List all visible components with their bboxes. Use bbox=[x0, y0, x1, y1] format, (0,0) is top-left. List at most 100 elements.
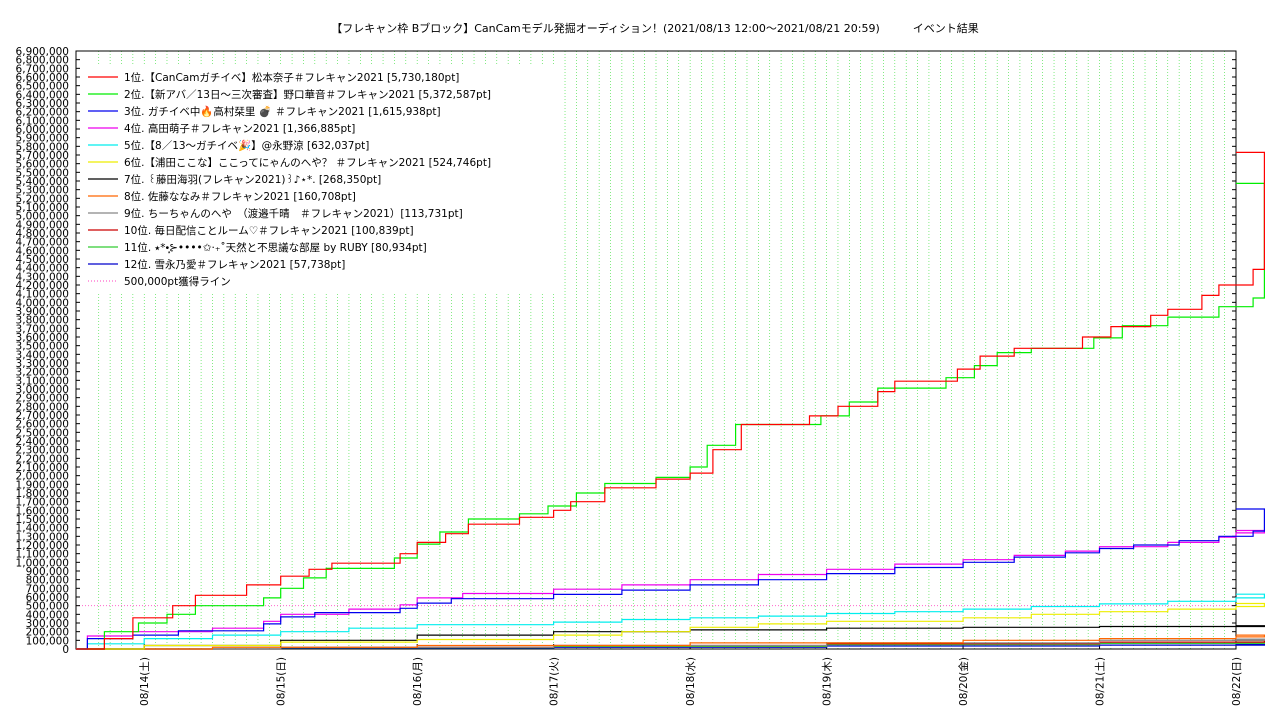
axis-layer: 0100,000200,000300,000400,000500,000600,… bbox=[16, 46, 1243, 706]
y-tick-label: 2,800,000 bbox=[16, 401, 69, 413]
legend-label: 11位. ⭑*•̩̩͙⊱••••✩‧₊˚天然と不思議な部屋 by RUBY [8… bbox=[124, 241, 427, 254]
y-tick-label: 300,000 bbox=[26, 618, 69, 630]
y-tick-label: 6,200,000 bbox=[16, 107, 69, 119]
x-tick-label: 08/16(月) bbox=[412, 657, 424, 706]
x-tick-label: 08/22(日) bbox=[1231, 657, 1243, 706]
legend-label: 7位. ꒰藤田海羽(フレキャン2021)꒱♪⋆*. [268,350pt] bbox=[124, 173, 381, 186]
legend: 1位.【CanCamガチイベ】松本奈子＃フレキャン2021 [5,730,180… bbox=[80, 64, 556, 294]
y-tick-label: 2,300,000 bbox=[16, 445, 69, 457]
y-tick-label: 3,500,000 bbox=[16, 341, 69, 353]
y-tick-label: 5,600,000 bbox=[16, 159, 69, 171]
series-line bbox=[76, 634, 1265, 650]
y-tick-label: 4,300,000 bbox=[16, 271, 69, 283]
x-tick-label: 08/20(金) bbox=[957, 657, 970, 706]
y-tick-label: 5,800,000 bbox=[16, 141, 69, 153]
y-tick-label: 6,100,000 bbox=[16, 115, 69, 127]
y-tick-label: 2,900,000 bbox=[16, 393, 69, 405]
y-tick-label: 1,800,000 bbox=[16, 488, 69, 500]
series-line bbox=[76, 602, 1265, 650]
y-tick-label: 4,700,000 bbox=[16, 237, 69, 249]
y-tick-label: 1,600,000 bbox=[16, 505, 69, 517]
legend-label: 3位. ガチイベ中🔥高村栞里 💣 ＃フレキャン2021 [1,615,938pt… bbox=[124, 105, 441, 118]
y-tick-label: 2,700,000 bbox=[16, 410, 69, 422]
legend-label: 9位. ちーちゃんのへや （渡邉千晴 ＃フレキャン2021）[113,731pt… bbox=[124, 207, 463, 220]
y-tick-label: 5,500,000 bbox=[16, 167, 69, 179]
y-tick-label: 3,200,000 bbox=[16, 367, 69, 379]
series-line bbox=[76, 151, 1265, 650]
y-tick-label: 4,600,000 bbox=[16, 245, 69, 257]
legend-label: 12位. 雪永乃愛＃フレキャン2021 [57,738pt] bbox=[124, 258, 345, 271]
y-tick-label: 400,000 bbox=[26, 609, 69, 621]
y-tick-label: 4,200,000 bbox=[16, 280, 69, 292]
y-tick-label: 6,700,000 bbox=[16, 63, 69, 75]
y-tick-label: 2,500,000 bbox=[16, 427, 69, 439]
y-tick-label: 4,800,000 bbox=[16, 228, 69, 240]
y-tick-label: 2,200,000 bbox=[16, 453, 69, 465]
y-tick-label: 1,500,000 bbox=[16, 514, 69, 526]
series-line bbox=[76, 529, 1265, 650]
y-tick-label: 5,700,000 bbox=[16, 150, 69, 162]
y-tick-label: 6,000,000 bbox=[16, 124, 69, 136]
y-tick-label: 3,300,000 bbox=[16, 358, 69, 370]
x-tick-label: 08/15(日) bbox=[276, 657, 288, 706]
y-tick-label: 900,000 bbox=[26, 566, 69, 578]
y-tick-label: 6,500,000 bbox=[16, 81, 69, 93]
y-tick-label: 6,600,000 bbox=[16, 72, 69, 84]
y-tick-label: 1,100,000 bbox=[16, 549, 69, 561]
y-tick-label: 200,000 bbox=[26, 627, 69, 639]
x-tick-label: 08/17(火) bbox=[549, 657, 561, 706]
y-tick-label: 4,000,000 bbox=[16, 297, 69, 309]
y-tick-label: 3,100,000 bbox=[16, 375, 69, 387]
legend-label: 2位.【新アバ／13日〜三次審査】野口華音＃フレキャン2021 [5,372,5… bbox=[124, 88, 491, 101]
chart-title: 【フレキャン枠 Bブロック】CanCamモデル発掘オーディション！(2021/0… bbox=[331, 22, 979, 35]
legend-label: 8位. 佐藤ななみ＃フレキャン2021 [160,708pt] bbox=[124, 190, 356, 203]
y-tick-label: 1,200,000 bbox=[16, 540, 69, 552]
y-tick-label: 3,800,000 bbox=[16, 315, 69, 327]
y-tick-label: 700,000 bbox=[26, 583, 69, 595]
y-tick-label: 5,000,000 bbox=[16, 211, 69, 223]
y-tick-label: 2,000,000 bbox=[16, 471, 69, 483]
y-tick-label: 6,800,000 bbox=[16, 55, 69, 67]
y-tick-label: 2,100,000 bbox=[16, 462, 69, 474]
y-tick-label: 3,700,000 bbox=[16, 323, 69, 335]
legend-label: 1位.【CanCamガチイベ】松本奈子＃フレキャン2021 [5,730,180… bbox=[124, 71, 459, 84]
x-tick-label: 08/18(水) bbox=[685, 657, 697, 706]
legend-label: 6位.【浦田ここな】ここってにゃんのへや？ ＃フレキャン2021 [524,74… bbox=[124, 156, 491, 169]
series-line bbox=[76, 593, 1265, 650]
y-tick-label: 800,000 bbox=[26, 575, 69, 587]
y-tick-label: 6,300,000 bbox=[16, 98, 69, 110]
y-tick-label: 600,000 bbox=[26, 592, 69, 604]
y-tick-label: 5,900,000 bbox=[16, 133, 69, 145]
x-tick-label: 08/14(土) bbox=[138, 657, 151, 706]
y-tick-label: 5,100,000 bbox=[16, 202, 69, 214]
y-tick-label: 4,400,000 bbox=[16, 263, 69, 275]
y-tick-label: 1,900,000 bbox=[16, 479, 69, 491]
series-line bbox=[76, 508, 1265, 650]
plot-frame bbox=[75, 50, 1237, 650]
y-tick-label: 100,000 bbox=[26, 635, 69, 647]
x-tick-label: 08/21(土) bbox=[1094, 657, 1107, 706]
y-tick-label: 1,400,000 bbox=[16, 523, 69, 535]
y-tick-label: 6,400,000 bbox=[16, 89, 69, 101]
y-tick-label: 3,900,000 bbox=[16, 306, 69, 318]
x-tick-label: 08/19(木) bbox=[822, 657, 834, 706]
y-tick-label: 2,400,000 bbox=[16, 436, 69, 448]
y-tick-label: 5,300,000 bbox=[16, 185, 69, 197]
y-tick-label: 3,000,000 bbox=[16, 384, 69, 396]
y-tick-label: 4,900,000 bbox=[16, 219, 69, 231]
series-layer bbox=[76, 151, 1265, 650]
y-tick-label: 3,600,000 bbox=[16, 332, 69, 344]
y-tick-label: 4,500,000 bbox=[16, 254, 69, 266]
y-tick-label: 5,400,000 bbox=[16, 176, 69, 188]
legend-box bbox=[80, 64, 556, 294]
y-tick-label: 3,400,000 bbox=[16, 349, 69, 361]
y-tick-label: 1,700,000 bbox=[16, 497, 69, 509]
legend-label: 4位. 高田萌子＃フレキャン2021 [1,366,885pt] bbox=[124, 122, 355, 135]
legend-label: 10位. 毎日配信ことルーム♡＃フレキャン2021 [100,839pt] bbox=[124, 224, 414, 237]
y-tick-label: 6,900,000 bbox=[16, 46, 69, 58]
y-tick-label: 500,000 bbox=[26, 601, 69, 613]
y-tick-label: 2,600,000 bbox=[16, 419, 69, 431]
y-tick-label: 1,000,000 bbox=[16, 557, 69, 569]
legend-label: 5位.【8／13〜ガチイベ🎉】@永野涼 [632,037pt] bbox=[124, 139, 369, 152]
